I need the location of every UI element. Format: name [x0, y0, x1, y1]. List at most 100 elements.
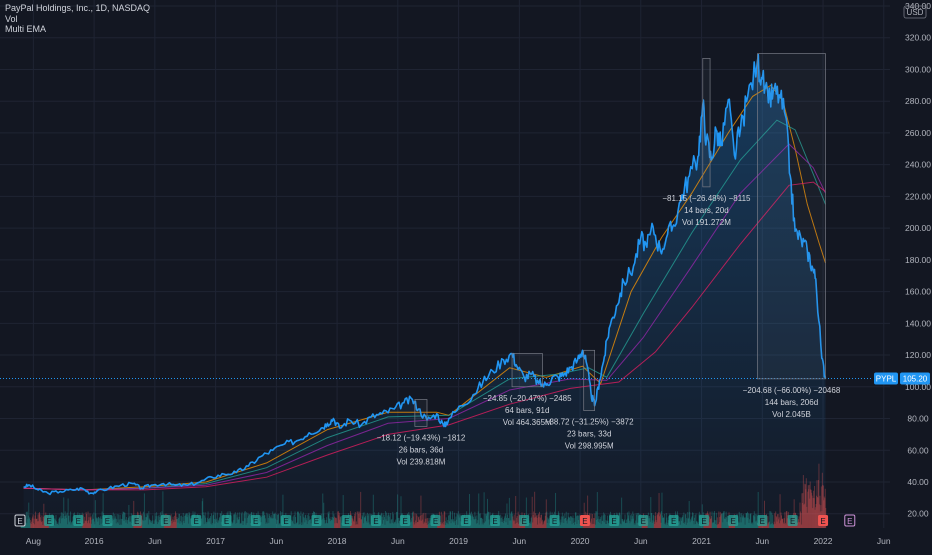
earnings-marker[interactable]: E — [609, 515, 620, 526]
earnings-marker[interactable]: E — [430, 515, 441, 526]
price-axis[interactable]: 340.00320.00300.00280.00260.00240.00220.… — [905, 1, 931, 519]
earnings-badge-letter: E — [463, 517, 468, 526]
measurement-line3: Vol 464.365M — [503, 418, 552, 427]
y-tick-label: 40.00 — [907, 477, 929, 487]
earnings-marker[interactable]: E — [221, 515, 232, 526]
currency-box-frame — [903, 5, 927, 19]
earnings-marker[interactable]: E — [698, 515, 709, 526]
symbol-title[interactable]: PayPal Holdings, Inc., 1D, NASDAQ — [5, 3, 151, 13]
earnings-badge — [490, 515, 501, 526]
earnings-badge — [14, 514, 26, 527]
earnings-marker[interactable]: E — [73, 515, 84, 526]
currency-label: USD — [907, 8, 924, 17]
price-tag-value: 105.20 — [903, 375, 928, 384]
y-tick-label: 100.00 — [905, 382, 931, 392]
y-tick-label: 80.00 — [907, 414, 929, 424]
earnings-badge — [370, 515, 381, 526]
earnings-marker[interactable]: E — [341, 515, 352, 526]
indicator-multi-ema[interactable]: Multi EMA — [5, 24, 47, 34]
earnings-marker[interactable]: E — [549, 515, 560, 526]
y-tick-label: 120.00 — [905, 350, 931, 360]
measurement-box — [511, 353, 543, 388]
measurement-line1: −38.72 (−31.25%) −3872 — [545, 418, 634, 427]
measurement-1[interactable]: −18.12 (−19.43%) −1812 26 bars, 36d Vol 23… — [377, 399, 466, 466]
earnings-badge — [519, 515, 530, 526]
price-area-fill — [23, 61, 826, 528]
measurement-tools[interactable]: −18.12 (−19.43%) −1812 26 bars, 36d Vol 23… — [377, 53, 841, 467]
earnings-marker[interactable]: E — [14, 514, 26, 527]
earnings-badge — [341, 515, 352, 526]
measurement-line1: −18.12 (−19.43%) −1812 — [377, 433, 466, 442]
earnings-badge — [844, 514, 856, 527]
earnings-badge — [638, 515, 649, 526]
earnings-badge — [757, 515, 768, 526]
earnings-marker[interactable]: E — [160, 515, 171, 526]
earnings-badge — [460, 515, 471, 526]
earnings-badge — [221, 515, 232, 526]
earnings-marker[interactable]: E — [818, 515, 829, 526]
earnings-marker[interactable]: E — [844, 514, 856, 527]
x-tick-label: Jun — [148, 536, 162, 546]
y-tick-label: 20.00 — [907, 509, 929, 519]
measurement-box — [702, 58, 711, 188]
measurement-3[interactable]: −38.72 (−31.25%) −3872 23 bars, 33d Vol 29… — [545, 349, 634, 451]
earnings-badge — [160, 515, 171, 526]
earnings-marker[interactable]: E — [281, 515, 292, 526]
earnings-marker[interactable]: E — [131, 515, 142, 526]
price-line — [23, 53, 827, 496]
measurement-2[interactable]: −24.85 (−20.47%) −2485 64 bars, 91d Vol 46… — [483, 353, 572, 427]
earnings-marker[interactable]: E — [44, 515, 55, 526]
earnings-marker[interactable]: E — [370, 515, 381, 526]
earnings-badge-letter: E — [46, 517, 51, 526]
measurement-line1: −81.15 (−26.48%) −8115 — [662, 194, 751, 203]
earnings-badge — [191, 515, 202, 526]
x-tick-label: Jun — [877, 536, 891, 546]
earnings-badge-letter: E — [134, 517, 139, 526]
ema-line-ema-50 — [23, 119, 826, 491]
earnings-marker[interactable]: E — [519, 515, 530, 526]
measurement-line3: Vol 191.272M — [682, 218, 731, 227]
earnings-marker[interactable]: E — [102, 515, 113, 526]
earnings-badge-letter: E — [730, 517, 735, 526]
earnings-marker[interactable]: E — [579, 515, 590, 526]
earnings-marker[interactable]: E — [311, 515, 322, 526]
y-tick-label: 320.00 — [905, 33, 931, 43]
measurement-line3: Vol 239.818M — [396, 457, 445, 466]
earnings-badge-letter: E — [105, 517, 110, 526]
x-tick-label: Jun — [269, 536, 283, 546]
measurement-line3: Vol 298.995M — [565, 442, 614, 451]
y-tick-label: 240.00 — [905, 160, 931, 170]
measurement-5[interactable]: −204.68 (−66.00%) −20468 144 bars, 206d Vo… — [743, 53, 841, 419]
earnings-marker[interactable]: E — [787, 515, 798, 526]
earnings-badge-letter: E — [373, 517, 378, 526]
earnings-marker[interactable]: E — [757, 515, 768, 526]
time-axis[interactable]: Aug 2016 Jun 2017 Jun 2018 Jun 2019 Jun 2020 Jun 20… — [26, 536, 891, 546]
earnings-marker[interactable]: E — [668, 515, 679, 526]
earnings-badge — [787, 515, 798, 526]
earnings-marker[interactable]: E — [400, 515, 411, 526]
y-tick-label: 280.00 — [905, 96, 931, 106]
earnings-badge-letter: E — [790, 517, 795, 526]
earnings-badge-letter: E — [492, 517, 497, 526]
earnings-marker[interactable]: E — [638, 515, 649, 526]
earnings-badge-letter: E — [17, 517, 22, 526]
x-tick-label: 2022 — [814, 536, 833, 546]
earnings-marker[interactable]: E — [250, 515, 261, 526]
indicator-vol[interactable]: Vol — [5, 13, 18, 24]
measurement-line1: −24.85 (−20.47%) −2485 — [483, 394, 572, 403]
earnings-marker[interactable]: E — [460, 515, 471, 526]
price-tag-value-bg — [900, 372, 930, 385]
x-tick-label: Aug — [26, 536, 41, 546]
earnings-marker[interactable]: E — [728, 515, 739, 526]
currency-box[interactable]: USD — [903, 5, 927, 19]
earnings-badge — [549, 515, 560, 526]
measurement-4[interactable]: −81.15 (−26.48%) −8115 14 bars, 20d Vol 19… — [662, 58, 751, 227]
x-tick-label: Jun — [634, 536, 648, 546]
earnings-marker[interactable]: E — [490, 515, 501, 526]
earnings-badge — [818, 515, 829, 526]
earnings-marker[interactable]: E — [191, 515, 202, 526]
price-line-group — [23, 53, 827, 496]
